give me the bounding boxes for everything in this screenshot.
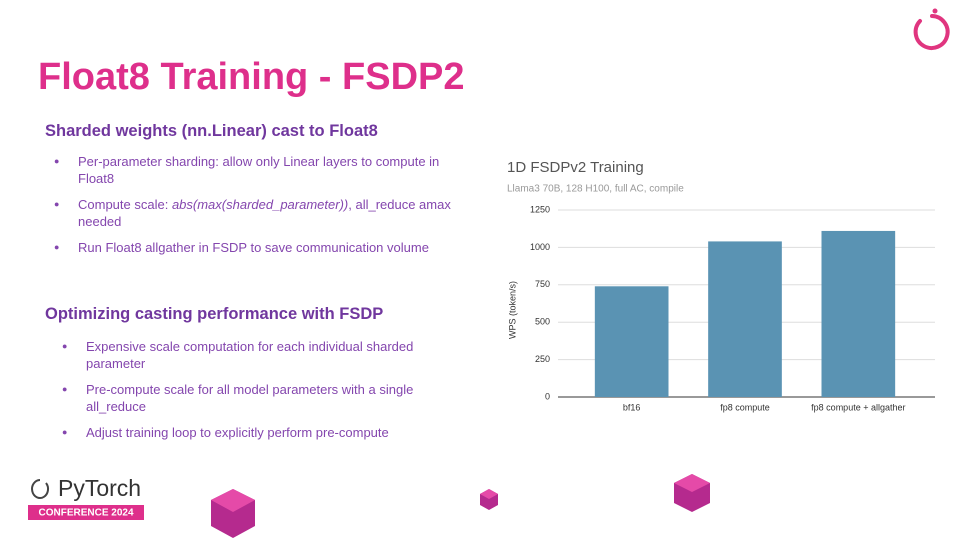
- bullet-text: , all_reduce amax needed: [78, 197, 451, 229]
- x-tick-label: fp8 compute + allgather: [811, 402, 905, 412]
- y-tick-label: 750: [535, 279, 550, 289]
- chart-title: 1D FSDPv2 Training: [507, 159, 644, 176]
- bullet: Run Float8 allgather in FSDP to save com…: [46, 239, 476, 256]
- cube-decoration: [28, 474, 710, 538]
- bullet-text: Run Float8 allgather in FSDP to save com…: [78, 240, 429, 255]
- bullet: Adjust training loop to explicitly perfo…: [54, 424, 454, 441]
- y-tick-label: 250: [535, 354, 550, 364]
- bullet-text: Expensive scale computation for each ind…: [86, 339, 414, 371]
- y-axis-label: WPS (token/s): [507, 281, 517, 339]
- bullet-text: Per-parameter sharding: allow only Linea…: [78, 154, 440, 186]
- bar: [821, 230, 896, 397]
- bar: [708, 241, 782, 397]
- y-tick-label: 0: [545, 391, 550, 401]
- bullet-text: Compute scale:: [78, 197, 172, 212]
- bullet-list: Per-parameter sharding: allow only Linea…: [46, 153, 476, 265]
- y-tick-label: 500: [535, 317, 550, 327]
- bullet-text: Adjust training loop to explicitly perfo…: [86, 425, 389, 440]
- slide-title: Float8 Training - FSDP2: [38, 56, 465, 98]
- logo: [913, 8, 950, 50]
- bullet: Pre-compute scale for all model paramete…: [54, 381, 454, 415]
- x-tick-label: bf16: [623, 402, 641, 412]
- bullet-text: abs(max(sharded_parameter)): [171, 197, 349, 212]
- y-tick-label: 1000: [530, 242, 550, 252]
- bullet-text: Pre-compute scale for all model paramete…: [86, 382, 414, 414]
- bullet: Per-parameter sharding: allow only Linea…: [46, 153, 476, 187]
- x-tick-label: fp8 compute: [720, 402, 770, 412]
- section-heading: Sharded weights (nn.Linear) cast to Floa…: [45, 122, 378, 140]
- brand: PyTorch: [58, 475, 141, 501]
- y-tick-label: 1250: [530, 204, 550, 214]
- badge: CONFERENCE 2024: [38, 508, 133, 519]
- bar: [594, 286, 669, 397]
- bullet: Compute scale: abs(max(sharded_parameter…: [46, 196, 476, 230]
- bullet-list: Expensive scale computation for each ind…: [54, 338, 454, 450]
- bullet: Expensive scale computation for each ind…: [54, 338, 454, 372]
- section-heading: Optimizing casting performance with FSDP: [45, 305, 384, 323]
- chart-subtitle: Llama3 70B, 128 H100, full AC, compile: [507, 184, 684, 195]
